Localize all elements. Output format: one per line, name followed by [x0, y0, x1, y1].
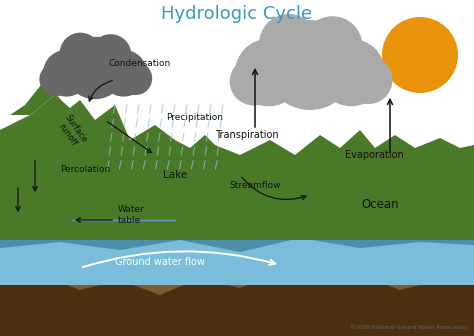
Circle shape	[345, 56, 392, 104]
Circle shape	[60, 33, 101, 74]
Circle shape	[100, 50, 147, 97]
Text: Precipitation: Precipitation	[166, 114, 224, 123]
Polygon shape	[0, 238, 474, 285]
Text: Surface
runoff: Surface runoff	[55, 113, 89, 151]
Circle shape	[90, 34, 131, 76]
Circle shape	[382, 17, 458, 93]
Text: Water
table: Water table	[118, 205, 145, 225]
Text: Lake: Lake	[163, 170, 187, 180]
Text: Ground water flow: Ground water flow	[115, 257, 205, 267]
Text: Condensation: Condensation	[109, 58, 171, 68]
Circle shape	[43, 50, 90, 97]
Text: Evaporation: Evaporation	[345, 150, 404, 160]
Circle shape	[64, 37, 126, 99]
Circle shape	[259, 14, 319, 74]
Text: Transpiration: Transpiration	[215, 130, 279, 140]
Polygon shape	[0, 95, 474, 240]
Text: ©2008 National Ground Water Association: ©2008 National Ground Water Association	[350, 325, 468, 330]
Circle shape	[265, 20, 355, 110]
Polygon shape	[0, 272, 474, 336]
Polygon shape	[180, 195, 474, 240]
Polygon shape	[10, 80, 80, 118]
Circle shape	[230, 57, 278, 106]
Text: Percolation: Percolation	[60, 166, 110, 174]
Circle shape	[302, 16, 363, 76]
Text: Hydrologic Cycle: Hydrologic Cycle	[162, 5, 312, 23]
Circle shape	[119, 62, 152, 95]
Polygon shape	[160, 158, 474, 240]
Circle shape	[318, 39, 385, 106]
Polygon shape	[0, 280, 474, 336]
Polygon shape	[0, 240, 474, 285]
Circle shape	[39, 63, 73, 96]
Polygon shape	[130, 162, 220, 195]
Polygon shape	[0, 130, 100, 220]
Circle shape	[235, 39, 302, 106]
Text: Ocean: Ocean	[361, 199, 399, 211]
Polygon shape	[45, 68, 65, 82]
Text: Streamflow: Streamflow	[229, 180, 281, 190]
